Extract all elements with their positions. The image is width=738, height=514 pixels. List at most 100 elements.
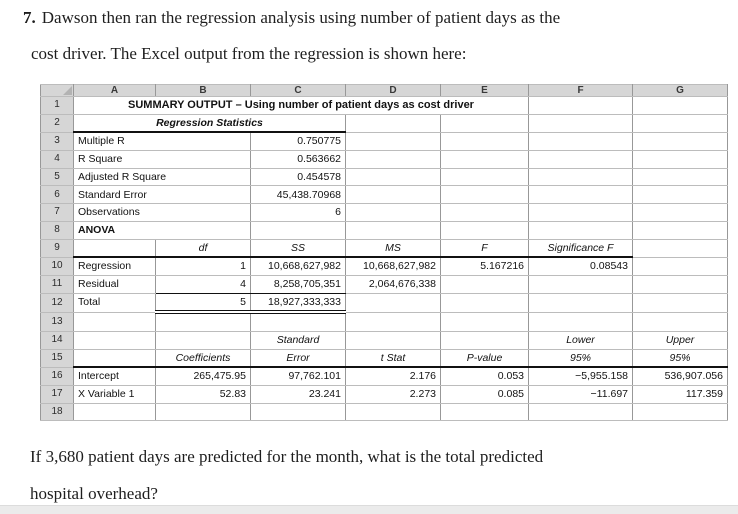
stat-value: 6 — [250, 203, 346, 222]
coef-upper-95: 117.359 — [632, 385, 728, 404]
question-line1: If 3,680 patient days are predicted for … — [30, 447, 544, 466]
row-number: 15 — [40, 348, 74, 368]
grid-cell — [632, 167, 728, 187]
grid-cell — [528, 167, 633, 187]
grid-cell — [345, 402, 441, 422]
stat-value: 45,438.70968 — [250, 185, 346, 205]
anova-row-label: Residual — [73, 274, 156, 294]
grid-cell — [250, 402, 346, 422]
row-number: 7 — [40, 203, 74, 222]
coef-standard-error: 97,762.101 — [250, 366, 346, 387]
row-13: 13 — [40, 311, 728, 332]
grid-cell — [345, 185, 441, 205]
grid-cell — [632, 220, 728, 240]
row-number: 17 — [40, 385, 74, 404]
anova-df: 5 — [155, 292, 251, 315]
anova-df: 1 — [155, 256, 251, 276]
grid-cell — [632, 203, 728, 222]
grid-cell — [345, 150, 441, 169]
row-16: 16 Intercept 265,475.95 97,762.101 2.176… — [40, 366, 728, 387]
anova-header-ms: MS — [345, 238, 441, 259]
row-15: 15 Coefficients Error t Stat P-value 95%… — [40, 348, 728, 369]
anova-row-label: Regression — [73, 256, 156, 276]
row-18: 18 — [40, 402, 728, 422]
anova-header-ss: SS — [250, 238, 346, 259]
row-number: 1 — [40, 96, 74, 115]
column-header-d: D — [345, 84, 441, 97]
select-all-corner — [40, 84, 74, 97]
grid-cell — [345, 131, 441, 152]
anova-header-df: df — [155, 238, 251, 259]
coef-header-p-value: P-value — [440, 348, 529, 369]
grid-cell — [440, 220, 529, 240]
grid-cell — [528, 131, 633, 152]
excel-regression-output: A B C D E F G 1 SUMMARY OUTPUT – Using n… — [40, 84, 728, 422]
problem-statement-line2: cost driver. The Excel output from the r… — [31, 44, 467, 63]
anova-label: ANOVA — [73, 220, 251, 240]
grid-cell — [632, 274, 728, 294]
column-header-c: C — [250, 84, 346, 97]
grid-cell — [345, 203, 441, 222]
grid-cell — [345, 292, 441, 313]
anova-ms: 2,064,676,338 — [345, 274, 441, 294]
row-number: 2 — [40, 113, 74, 133]
row-1: 1 SUMMARY OUTPUT – Using number of patie… — [40, 96, 728, 115]
coef-header-coefficients: Coefficients — [155, 348, 251, 369]
grid-cell — [345, 113, 441, 133]
row-7: 7 Observations 6 — [40, 203, 728, 222]
row-number: 18 — [40, 402, 74, 422]
coef-value: 52.83 — [155, 385, 251, 404]
row-12: 12 Total 5 18,927,333,333 — [40, 292, 728, 315]
row-6: 6 Standard Error 45,438.70968 — [40, 185, 728, 205]
stat-label: Standard Error — [73, 185, 251, 205]
coef-lower-95: −5,955.158 — [528, 366, 633, 387]
row-8: 8 ANOVA — [40, 220, 728, 240]
stat-label: Adjusted R Square — [73, 167, 251, 187]
problem-number: 7. — [23, 8, 36, 27]
anova-header-significance-f: Significance F — [528, 238, 633, 259]
stat-label: R Square — [73, 150, 251, 169]
grid-cell — [440, 167, 529, 187]
row-2: 2 Regression Statistics — [40, 113, 728, 134]
row-number: 10 — [40, 256, 74, 276]
grid-cell — [528, 150, 633, 169]
grid-cell — [632, 311, 728, 332]
grid-cell — [73, 330, 156, 350]
anova-row-label: Total — [73, 292, 156, 313]
question-line2: hospital overhead? — [30, 484, 158, 503]
grid-cell — [440, 185, 529, 205]
grid-cell — [155, 311, 251, 332]
stat-value: 0.563662 — [250, 150, 346, 169]
row-number: 3 — [40, 131, 74, 152]
row-number: 4 — [40, 150, 74, 169]
grid-cell — [632, 150, 728, 169]
column-header-row: A B C D E F G — [40, 84, 728, 97]
grid-cell — [440, 292, 529, 313]
coef-row-label: Intercept — [73, 366, 156, 387]
column-header-f: F — [528, 84, 633, 97]
problem-text-line1: Dawson then ran the regression analysis … — [41, 8, 561, 27]
stat-label: Multiple R — [73, 131, 251, 152]
coef-p-value: 0.053 — [440, 366, 529, 387]
grid-cell — [250, 220, 346, 240]
grid-cell — [528, 274, 633, 294]
row-number: 6 — [40, 185, 74, 205]
grid-cell — [632, 256, 728, 276]
anova-f: 5.167216 — [440, 256, 529, 276]
coef-row-label: X Variable 1 — [73, 385, 156, 404]
problem-statement-line1: 7. Dawson then ran the regression analysi… — [23, 8, 560, 28]
grid-cell — [528, 203, 633, 222]
coef-header-error: Error — [250, 348, 346, 369]
row-5: 5 Adjusted R Square 0.454578 — [40, 167, 728, 187]
anova-ss: 18,927,333,333 — [250, 292, 346, 315]
row-10: 10 Regression 1 10,668,627,982 10,668,62… — [40, 256, 728, 276]
grid-cell — [632, 292, 728, 313]
row-11: 11 Residual 4 8,258,705,351 2,064,676,33… — [40, 274, 728, 294]
row-number: 14 — [40, 330, 74, 350]
coef-header-lower: Lower — [528, 330, 633, 350]
row-number: 5 — [40, 167, 74, 187]
grid-cell — [155, 402, 251, 422]
row-number: 9 — [40, 238, 74, 258]
column-header-e: E — [440, 84, 529, 97]
